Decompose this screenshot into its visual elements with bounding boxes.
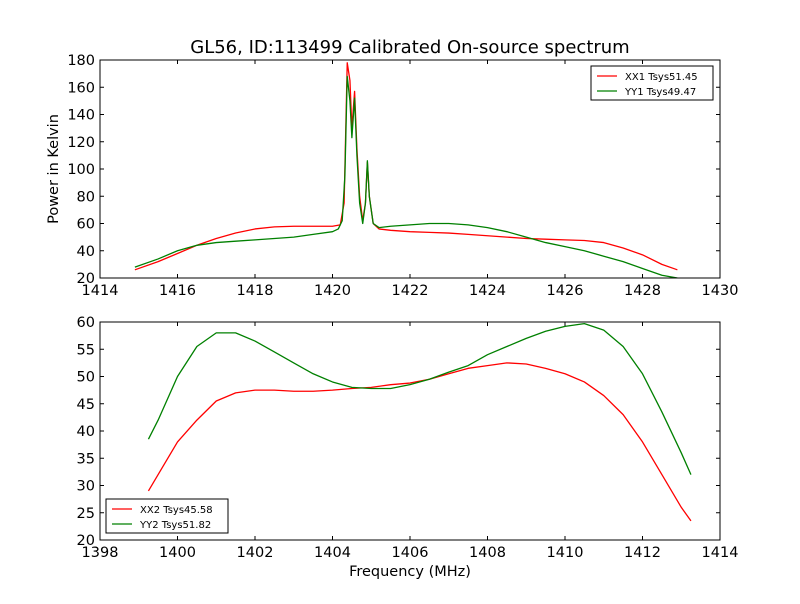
bottom-x-tick-label: 1412 [624, 545, 661, 561]
bottom-y-tick-label: 20 [77, 533, 95, 549]
top-x-tick-label: 1426 [547, 283, 584, 299]
top-y-tick-label: 140 [67, 108, 95, 124]
top-x-tick-label: 1430 [702, 283, 739, 299]
top-x-tick-label: 1428 [624, 283, 661, 299]
top-subplot: 1414 1416 1418 1420 1422 1424 1426 1428 1430 20 40… [67, 53, 738, 299]
top-x-tick-label: 1418 [237, 283, 274, 299]
bottom-x-tick-label: 1404 [314, 545, 351, 561]
bottom-legend-label-2: YY2 Tsys51.82 [139, 520, 211, 531]
top-x-tick-label: 1416 [159, 283, 196, 299]
top-y-tick-label: 60 [77, 217, 95, 233]
top-x-tick-label: 1424 [469, 283, 506, 299]
bottom-x-tick-label: 1410 [547, 545, 584, 561]
bottom-x-tick-label: 1414 [702, 545, 739, 561]
bottom-y-tick-label: 45 [77, 397, 95, 413]
chart-title: GL56, ID:113499 Calibrated On-source spe… [190, 37, 629, 58]
top-legend-label-2: YY1 Tsys49.47 [624, 87, 696, 98]
top-x-tick-label: 1420 [314, 283, 351, 299]
top-y-tick-label: 120 [67, 135, 95, 151]
top-legend: XX1 Tsys51.45 YY1 Tsys49.47 [590, 65, 714, 101]
x-axis-label: Frequency (MHz) [349, 564, 471, 580]
bottom-x-tick-label: 1402 [237, 545, 274, 561]
top-y-tick-label: 40 [77, 244, 95, 260]
bottom-y-tick-label: 40 [77, 424, 95, 440]
bottom-x-tick-label: 1408 [469, 545, 506, 561]
bottom-y-tick-label: 55 [77, 342, 95, 358]
bottom-legend-box [105, 498, 229, 534]
bottom-x-tick-label: 1406 [392, 545, 429, 561]
bottom-y-tick-label: 35 [77, 451, 95, 467]
top-y-tick-label: 20 [77, 271, 95, 287]
top-y-tick-label: 180 [67, 53, 95, 69]
bottom-legend-label-1: XX2 Tsys45.58 [140, 505, 213, 516]
bottom-y-tick-label: 30 [77, 479, 95, 495]
y-axis-label: Power in Kelvin [46, 114, 62, 224]
bottom-y-tick-label: 60 [77, 315, 95, 331]
bottom-x-tick-label: 1400 [159, 545, 196, 561]
bottom-subplot: 1398 1400 1402 1404 1406 1408 1410 1412 1414 20 25… [77, 315, 739, 561]
bottom-y-tick-label: 25 [77, 506, 95, 522]
bottom-series-1-line [147, 362, 692, 522]
bottom-x-tick-label: 1398 [82, 545, 119, 561]
top-series-2-line [134, 75, 678, 278]
bottom-series-2-line [147, 322, 692, 475]
top-y-tick-label: 160 [67, 80, 95, 96]
bottom-y-tick-label: 50 [77, 370, 95, 386]
bottom-legend: XX2 Tsys45.58 YY2 Tsys51.82 [105, 498, 229, 534]
top-legend-box [590, 65, 714, 101]
top-y-tick-label: 100 [67, 162, 95, 178]
top-x-tick-label: 1414 [82, 283, 119, 299]
top-x-tick-label: 1422 [392, 283, 429, 299]
top-legend-label-1: XX1 Tsys51.45 [625, 72, 698, 83]
top-y-tick-label: 80 [77, 189, 95, 205]
